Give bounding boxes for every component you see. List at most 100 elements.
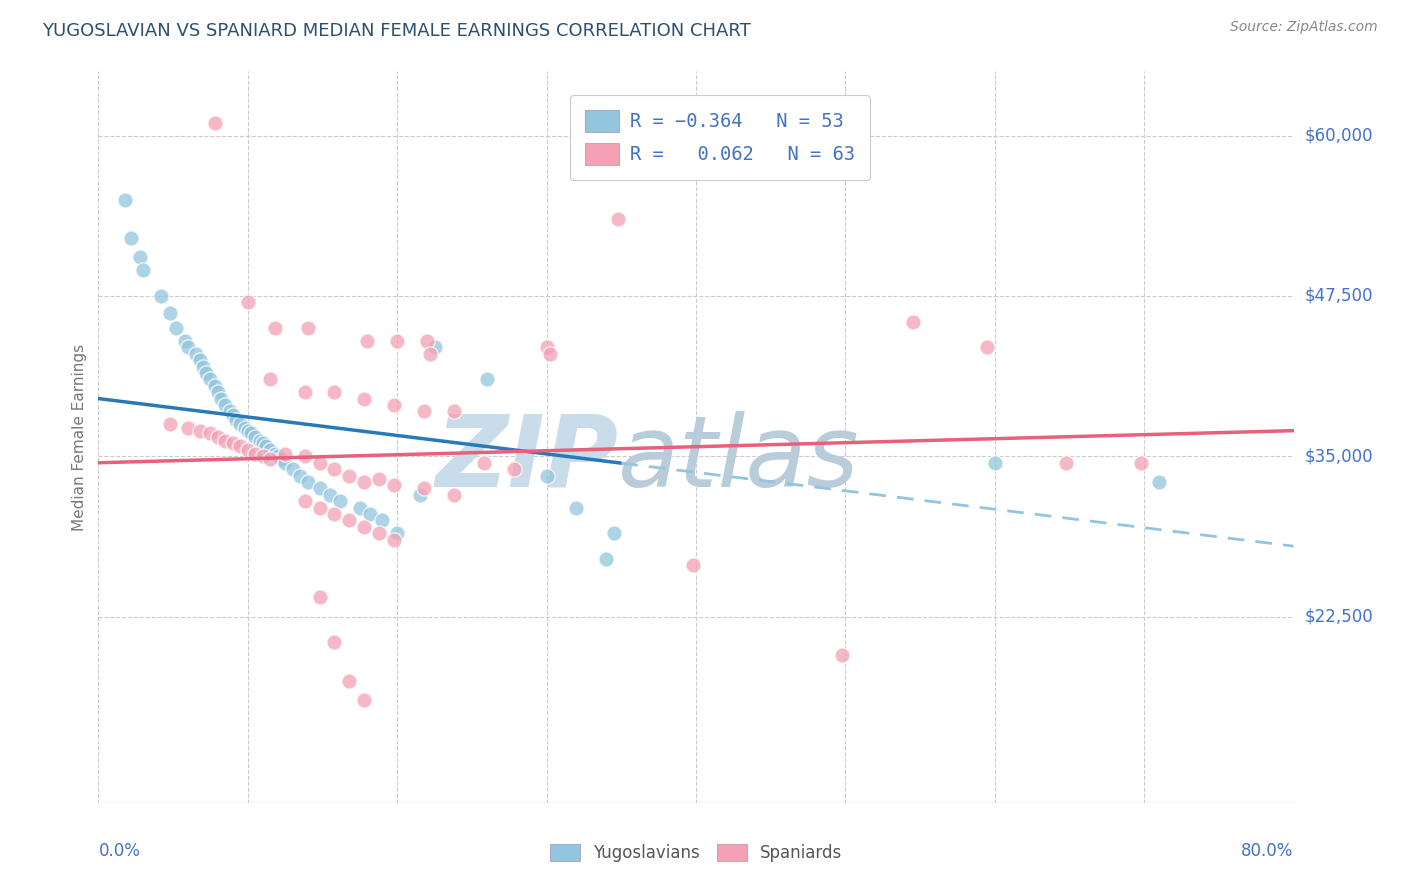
Text: $35,000: $35,000 [1305, 447, 1374, 466]
Point [288, 468, 311, 483]
Point [236, 295, 259, 310]
Point [236, 442, 259, 457]
Point [329, 494, 352, 508]
Text: ZIP: ZIP [436, 410, 619, 508]
Point [219, 404, 242, 418]
Point [188, 353, 211, 368]
Point [339, 514, 361, 528]
Point [443, 404, 465, 418]
Point [214, 398, 236, 412]
Point [165, 321, 187, 335]
Point [259, 451, 281, 466]
Point [222, 409, 245, 423]
Point [1056, 456, 1078, 470]
Point [177, 340, 200, 354]
Point [174, 334, 197, 348]
Point [416, 334, 439, 348]
Point [191, 359, 214, 374]
Point [236, 424, 259, 438]
Text: 0.0%: 0.0% [98, 842, 141, 860]
Point [502, 462, 524, 476]
Point [682, 558, 704, 573]
Point [209, 392, 232, 406]
Point [222, 436, 245, 450]
Point [353, 475, 375, 489]
Point [188, 424, 211, 438]
Point [294, 494, 316, 508]
Point [267, 450, 290, 464]
Point [475, 372, 498, 386]
Point [177, 421, 200, 435]
Text: YUGOSLAVIAN VS SPANIARD MEDIAN FEMALE EARNINGS CORRELATION CHART: YUGOSLAVIAN VS SPANIARD MEDIAN FEMALE EA… [42, 22, 751, 40]
Point [419, 346, 441, 360]
Point [297, 321, 319, 335]
Y-axis label: Median Female Earnings: Median Female Earnings [72, 343, 87, 531]
Point [132, 263, 155, 277]
Point [200, 426, 222, 441]
Point [408, 488, 430, 502]
Point [1147, 475, 1170, 489]
Point [536, 468, 558, 483]
Point [323, 507, 346, 521]
Point [270, 451, 292, 466]
Point [239, 426, 262, 441]
Point [339, 673, 361, 688]
Point [359, 507, 381, 521]
Point [536, 340, 558, 354]
Point [308, 456, 330, 470]
Point [382, 533, 405, 547]
Point [294, 385, 316, 400]
Point [339, 468, 361, 483]
Point [204, 378, 226, 392]
Point [984, 456, 1007, 470]
Point [252, 450, 274, 464]
Point [252, 436, 274, 450]
Point [233, 421, 256, 435]
Point [249, 434, 271, 448]
Point [225, 413, 247, 427]
Point [382, 477, 405, 491]
Point [207, 385, 229, 400]
Point [356, 334, 378, 348]
Point [254, 439, 277, 453]
Point [607, 211, 630, 226]
Point [353, 392, 375, 406]
Text: Source: ZipAtlas.com: Source: ZipAtlas.com [1230, 20, 1378, 34]
Point [565, 500, 588, 515]
Point [368, 526, 391, 541]
Point [308, 500, 330, 515]
Point [129, 251, 152, 265]
Point [595, 552, 617, 566]
Point [472, 456, 495, 470]
Point [308, 591, 330, 605]
Point [114, 193, 136, 207]
Text: $60,000: $60,000 [1305, 127, 1374, 145]
Point [538, 346, 561, 360]
Point [159, 305, 181, 319]
Point [120, 231, 142, 245]
Point [323, 462, 346, 476]
Point [204, 116, 226, 130]
Point [259, 372, 281, 386]
Point [259, 442, 281, 457]
Point [323, 385, 346, 400]
Point [353, 693, 375, 707]
Point [976, 340, 998, 354]
Point [385, 334, 409, 348]
Point [297, 475, 319, 489]
Point [413, 482, 436, 496]
Point [195, 366, 218, 380]
Point [371, 514, 394, 528]
Point [294, 450, 316, 464]
Point [281, 462, 304, 476]
Point [831, 648, 853, 663]
Point [413, 404, 436, 418]
Point [319, 488, 342, 502]
Legend: Yugoslavians, Spaniards: Yugoslavians, Spaniards [543, 837, 849, 869]
Point [274, 447, 297, 461]
Point [349, 500, 371, 515]
Text: $22,500: $22,500 [1305, 607, 1374, 625]
Point [229, 417, 252, 432]
Point [603, 526, 626, 541]
Point [308, 482, 330, 496]
